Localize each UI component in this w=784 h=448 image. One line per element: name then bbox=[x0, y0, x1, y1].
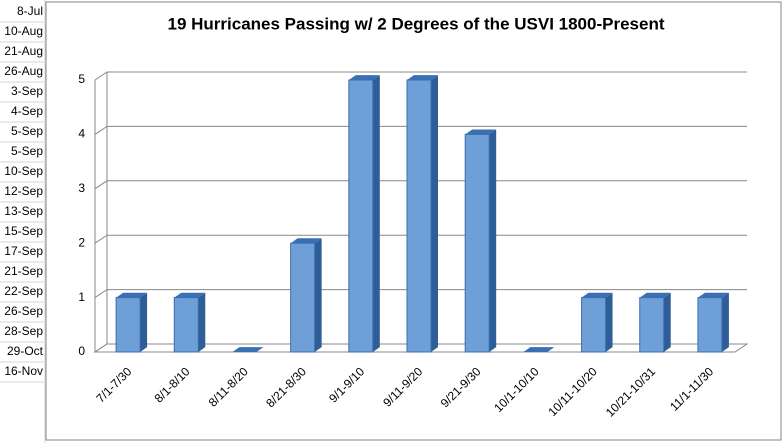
grid-line bbox=[94, 71, 747, 81]
bar-side bbox=[605, 292, 613, 352]
bar bbox=[464, 129, 497, 353]
bar-side bbox=[663, 292, 671, 352]
grid-line bbox=[94, 125, 747, 135]
y-tick-label: 0 bbox=[78, 344, 85, 358]
grid-line bbox=[94, 343, 747, 353]
sheet-cell: 21-Sep bbox=[4, 264, 43, 278]
bar-top bbox=[523, 347, 555, 352]
bar bbox=[348, 75, 380, 353]
bar-top bbox=[465, 129, 497, 135]
bar-top bbox=[407, 75, 438, 80]
bar-side bbox=[198, 292, 206, 352]
bar-side bbox=[314, 238, 322, 352]
sheet-cell: 26-Sep bbox=[4, 304, 43, 318]
bar-front bbox=[290, 242, 316, 353]
bar-top bbox=[348, 75, 380, 80]
grid-line bbox=[94, 234, 747, 244]
bar bbox=[290, 238, 322, 353]
y-tick-label: 3 bbox=[78, 181, 85, 195]
grid-line bbox=[94, 180, 747, 190]
bar-side bbox=[489, 129, 497, 352]
sheet-cell: 10-Aug bbox=[4, 24, 43, 38]
sheet-cell: 16-Nov bbox=[4, 364, 43, 378]
bar-top bbox=[232, 347, 264, 352]
bar-top bbox=[116, 292, 148, 298]
bar-front bbox=[464, 133, 490, 353]
bar-front bbox=[581, 297, 607, 353]
sheet-cell: 15-Sep bbox=[4, 224, 43, 238]
bar bbox=[173, 292, 206, 353]
bar-front bbox=[173, 297, 199, 353]
bar-front bbox=[697, 297, 723, 353]
bar-top bbox=[697, 292, 729, 298]
bar bbox=[697, 292, 729, 353]
bar bbox=[406, 75, 438, 353]
sheet-cell: 5-Sep bbox=[11, 144, 43, 158]
bar bbox=[523, 347, 555, 352]
y-tick-label: 2 bbox=[78, 235, 85, 249]
chart-title: 19 Hurricanes Passing w/ 2 Degrees of th… bbox=[168, 14, 665, 33]
bar-front bbox=[115, 297, 141, 353]
bar-top bbox=[581, 292, 613, 298]
sheet-cell: 3-Sep bbox=[11, 84, 43, 98]
bar bbox=[115, 292, 148, 353]
y-tick-label: 1 bbox=[78, 290, 85, 304]
grid-line bbox=[94, 289, 747, 299]
sheet-cell: 28-Sep bbox=[4, 324, 43, 338]
bar-front bbox=[348, 79, 374, 353]
bar bbox=[581, 292, 613, 353]
sheet-cell: 5-Sep bbox=[11, 124, 43, 138]
bar-top bbox=[174, 292, 206, 298]
sheet-cell: 4-Sep bbox=[11, 104, 43, 118]
sheet-cell: 13-Sep bbox=[4, 204, 43, 218]
bar bbox=[232, 347, 264, 352]
sheet-cell: 17-Sep bbox=[4, 244, 43, 258]
sheet-cell: 22-Sep bbox=[4, 284, 43, 298]
bar-top bbox=[290, 238, 322, 244]
sheet-cell: 10-Sep bbox=[4, 164, 43, 178]
bar-side bbox=[431, 75, 438, 352]
bar-front bbox=[639, 297, 665, 353]
sheet-cell: 21-Aug bbox=[4, 44, 43, 58]
y-tick-label: 5 bbox=[78, 72, 85, 86]
y-tick-label: 4 bbox=[78, 127, 85, 141]
sheet-cell: 29-Oct bbox=[7, 344, 44, 358]
sheet-cell: 12-Sep bbox=[4, 184, 43, 198]
bar-side bbox=[372, 75, 380, 352]
bar bbox=[639, 292, 671, 353]
bar-side bbox=[140, 292, 148, 352]
bar-front bbox=[406, 79, 432, 353]
sheet-cell: 26-Aug bbox=[4, 64, 43, 78]
bar-side bbox=[721, 292, 729, 352]
bar-top bbox=[639, 292, 671, 298]
sheet-cell: 8-Jul bbox=[17, 4, 43, 18]
